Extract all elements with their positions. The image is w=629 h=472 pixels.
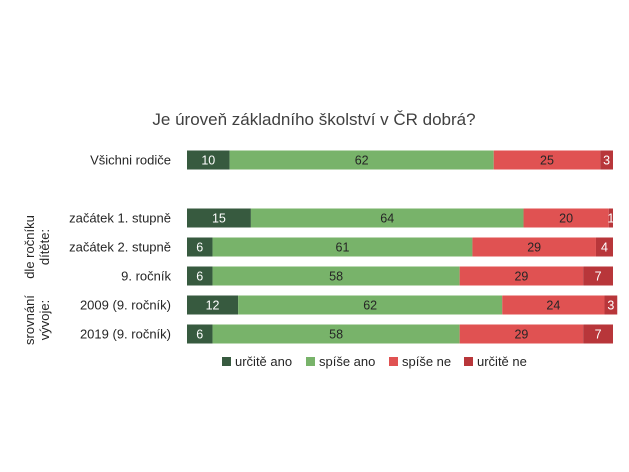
category-label: začátek 2. stupně (69, 240, 171, 255)
bar-segment (187, 324, 213, 344)
category-label: 2019 (9. ročník) (80, 327, 171, 342)
bar-segment (502, 295, 605, 315)
legend-swatch (464, 357, 473, 366)
bar-segment (212, 237, 473, 257)
category-label: 2009 (9. ročník) (80, 298, 171, 313)
legend-label: spíše ano (319, 354, 375, 369)
bar-segment (595, 237, 613, 257)
bar-segment (604, 295, 618, 315)
bar-segment (212, 324, 460, 344)
bar-segment (187, 208, 251, 228)
data-label: 3 (607, 299, 614, 313)
data-label: 25 (540, 154, 554, 168)
data-label: 7 (595, 270, 602, 284)
category-label: 9. ročník (121, 269, 171, 284)
bar-segment (493, 150, 601, 170)
legend-swatch (306, 357, 315, 366)
data-label: 1 (607, 212, 614, 226)
bar-segment (187, 150, 230, 170)
bar-segment (250, 208, 524, 228)
data-label: 4 (601, 241, 608, 255)
data-label: 20 (559, 212, 573, 226)
bar-segment (459, 266, 584, 286)
legend-label: spíše ne (402, 354, 451, 369)
bar-segment (187, 266, 213, 286)
group-label: srovnánívývoje: (22, 295, 52, 345)
bar-segment (187, 237, 213, 257)
group-label: dle ročníkudítěte: (22, 215, 52, 279)
data-label: 12 (206, 299, 220, 313)
data-label: 24 (546, 299, 560, 313)
data-label: 58 (329, 270, 343, 284)
data-label: 10 (201, 154, 215, 168)
data-label: 6 (196, 328, 203, 342)
bar-segment (600, 150, 613, 170)
bar-segment (608, 208, 613, 228)
legend-label: určitě ano (235, 354, 292, 369)
bar-segment (523, 208, 609, 228)
bar-segment (583, 324, 613, 344)
bar-segment (238, 295, 503, 315)
data-label: 29 (514, 328, 528, 342)
bar-segment (472, 237, 596, 257)
data-label: 58 (329, 328, 343, 342)
legend-swatch (222, 357, 231, 366)
data-label: 6 (196, 241, 203, 255)
legend-label: určitě ne (477, 354, 527, 369)
data-label: 29 (514, 270, 528, 284)
data-label: 62 (355, 154, 369, 168)
data-label: 7 (595, 328, 602, 342)
category-label: Všichni rodiče (90, 153, 171, 168)
chart-title: Je úroveň základního školství v ČR dobrá… (152, 110, 475, 129)
bar-segment (212, 266, 460, 286)
legend-swatch (389, 357, 398, 366)
data-label: 29 (527, 241, 541, 255)
data-label: 3 (603, 154, 610, 168)
data-label: 15 (212, 212, 226, 226)
bar-segment (229, 150, 494, 170)
data-label: 62 (363, 299, 377, 313)
category-label: začátek 1. stupně (69, 211, 171, 226)
bar-segment (583, 266, 613, 286)
bar-segment (459, 324, 584, 344)
data-label: 6 (196, 270, 203, 284)
data-label: 61 (336, 241, 350, 255)
bar-segment (187, 295, 239, 315)
data-label: 64 (380, 212, 394, 226)
